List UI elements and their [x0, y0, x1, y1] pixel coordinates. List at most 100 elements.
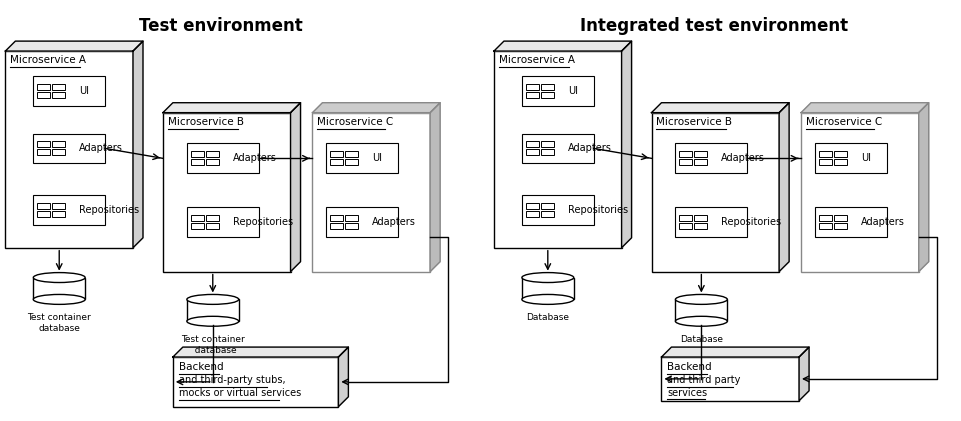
Bar: [190, 215, 204, 221]
Bar: [540, 149, 554, 155]
Ellipse shape: [675, 316, 727, 326]
Text: Adapters: Adapters: [79, 144, 123, 153]
Bar: [37, 211, 50, 217]
Bar: [326, 207, 398, 237]
Bar: [52, 84, 65, 90]
Bar: [206, 215, 218, 221]
Bar: [814, 144, 886, 173]
Bar: [540, 141, 554, 147]
Bar: [526, 149, 538, 155]
Bar: [694, 159, 706, 165]
Text: Test container
  database: Test container database: [181, 335, 244, 354]
Bar: [833, 152, 846, 157]
Polygon shape: [162, 103, 300, 113]
Text: Database: Database: [526, 313, 569, 322]
Text: Adapters: Adapters: [721, 153, 764, 163]
Bar: [833, 215, 846, 221]
Bar: [818, 215, 831, 221]
Text: Repositories: Repositories: [233, 217, 292, 227]
Polygon shape: [918, 103, 927, 272]
Ellipse shape: [34, 272, 86, 282]
Bar: [345, 223, 358, 229]
Bar: [694, 152, 706, 157]
Bar: [678, 223, 692, 229]
Bar: [345, 159, 358, 165]
Text: Microservice C: Microservice C: [317, 117, 393, 127]
Bar: [814, 207, 886, 237]
Text: and third party: and third party: [667, 375, 740, 385]
Bar: [694, 215, 706, 221]
Bar: [162, 113, 290, 272]
Bar: [526, 211, 538, 217]
Bar: [206, 159, 218, 165]
Bar: [801, 113, 918, 272]
Text: UI: UI: [79, 86, 89, 96]
Bar: [190, 152, 204, 157]
Bar: [521, 195, 593, 225]
Bar: [186, 207, 259, 237]
Text: UI: UI: [567, 86, 578, 96]
Bar: [526, 203, 538, 209]
Bar: [173, 357, 338, 407]
Bar: [678, 152, 692, 157]
Polygon shape: [290, 103, 300, 272]
Polygon shape: [312, 103, 440, 113]
Bar: [52, 211, 65, 217]
Bar: [521, 76, 593, 106]
Bar: [186, 144, 259, 173]
Bar: [6, 51, 133, 248]
Bar: [34, 133, 105, 163]
Text: Adapters: Adapters: [567, 144, 611, 153]
Text: Microservice B: Microservice B: [168, 117, 244, 127]
Text: Backend: Backend: [179, 362, 223, 372]
Bar: [330, 159, 343, 165]
Text: Adapters: Adapters: [860, 217, 904, 227]
Bar: [661, 357, 799, 401]
Text: Microservice B: Microservice B: [655, 117, 731, 127]
Ellipse shape: [521, 272, 573, 282]
Polygon shape: [430, 103, 440, 272]
Bar: [833, 223, 846, 229]
Polygon shape: [799, 347, 808, 401]
Bar: [540, 203, 554, 209]
Text: Backend: Backend: [667, 362, 711, 372]
Text: Microservice C: Microservice C: [805, 117, 881, 127]
Polygon shape: [661, 347, 808, 357]
Text: Repositories: Repositories: [721, 217, 780, 227]
Bar: [493, 51, 621, 248]
Bar: [833, 159, 846, 165]
Bar: [37, 84, 50, 90]
Text: UI: UI: [372, 153, 382, 163]
Bar: [678, 215, 692, 221]
Bar: [521, 277, 573, 299]
Text: Integrated test environment: Integrated test environment: [579, 17, 848, 35]
Polygon shape: [651, 103, 788, 113]
Text: and third-party stubs,: and third-party stubs,: [179, 375, 285, 385]
Ellipse shape: [186, 294, 238, 304]
Bar: [818, 152, 831, 157]
Polygon shape: [173, 347, 348, 357]
Polygon shape: [338, 347, 348, 407]
Text: Microservice A: Microservice A: [499, 55, 575, 65]
Bar: [678, 159, 692, 165]
Bar: [52, 149, 65, 155]
Bar: [37, 149, 50, 155]
Bar: [37, 92, 50, 98]
Bar: [526, 84, 538, 90]
Bar: [540, 92, 554, 98]
Text: Repositories: Repositories: [79, 205, 139, 215]
Polygon shape: [493, 41, 631, 51]
Bar: [52, 141, 65, 147]
Bar: [37, 141, 50, 147]
Polygon shape: [801, 103, 927, 113]
Text: services: services: [667, 388, 707, 398]
Bar: [540, 84, 554, 90]
Bar: [675, 299, 727, 321]
Bar: [312, 113, 430, 272]
Bar: [52, 92, 65, 98]
Bar: [34, 76, 105, 106]
Bar: [675, 207, 747, 237]
Bar: [206, 152, 218, 157]
Bar: [330, 223, 343, 229]
Bar: [345, 152, 358, 157]
